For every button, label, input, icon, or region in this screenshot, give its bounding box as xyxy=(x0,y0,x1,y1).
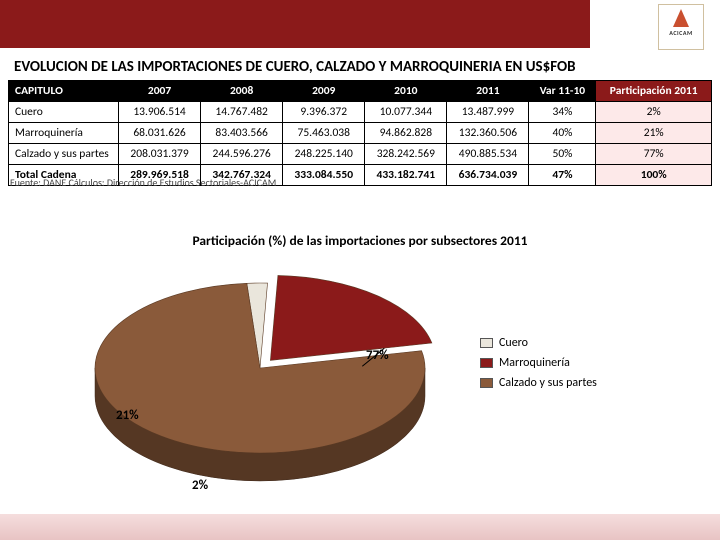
legend-label: Marroquinería xyxy=(499,356,570,370)
table-cell: Calzado y sus partes xyxy=(9,144,119,165)
table-row: Marroquinería68.031.62683.403.56675.463.… xyxy=(9,123,712,144)
table-row: Cuero13.906.51414.767.4829.396.37210.077… xyxy=(9,102,712,123)
chart-title: Participación (%) de las importaciones p… xyxy=(0,232,720,249)
data-label-21: 21% xyxy=(116,408,139,423)
table-cell: 636.734.039 xyxy=(447,165,529,186)
footer-bar xyxy=(0,514,720,540)
col-header: 2008 xyxy=(201,81,283,102)
table-cell: 433.182.741 xyxy=(365,165,447,186)
legend-swatch-icon xyxy=(480,378,493,388)
table-cell: 2% xyxy=(596,102,712,123)
col-header: 2009 xyxy=(283,81,365,102)
table-cell: 40% xyxy=(529,123,596,144)
table-cell: 77% xyxy=(596,144,712,165)
col-header: Participación 2011 xyxy=(596,81,712,102)
logo-text: ACICAM xyxy=(669,29,692,37)
legend-label: Calzado y sus partes xyxy=(499,376,597,390)
table-row: Calzado y sus partes208.031.379244.596.2… xyxy=(9,144,712,165)
col-header: 2011 xyxy=(447,81,529,102)
table-cell: Marroquinería xyxy=(9,123,119,144)
legend-swatch-icon xyxy=(480,338,493,348)
table-cell: 13.487.999 xyxy=(447,102,529,123)
table-cell: 333.084.550 xyxy=(283,165,365,186)
page-title: EVOLUCION DE LAS IMPORTACIONES DE CUERO,… xyxy=(14,58,576,76)
table-cell: 132.360.506 xyxy=(447,123,529,144)
logo-triangle-icon xyxy=(671,7,691,29)
col-header: CAPITULO xyxy=(9,81,119,102)
table-cell: 14.767.482 xyxy=(201,102,283,123)
col-header: Var 11-10 xyxy=(529,81,596,102)
legend: Cuero Marroquinería Calzado y sus partes xyxy=(480,330,597,396)
table-cell: 47% xyxy=(529,165,596,186)
table-cell: 50% xyxy=(529,144,596,165)
source-note: Fuente: DANE Cálculos: Dirección de Estu… xyxy=(10,176,276,189)
table-cell: 83.403.566 xyxy=(201,123,283,144)
table-cell: 248.225.140 xyxy=(283,144,365,165)
table-cell: 490.885.534 xyxy=(447,144,529,165)
col-header: 2007 xyxy=(119,81,201,102)
table-cell: 100% xyxy=(596,165,712,186)
table-cell: 13.906.514 xyxy=(119,102,201,123)
table-cell: Cuero xyxy=(9,102,119,123)
legend-label: Cuero xyxy=(499,336,528,350)
data-label-77: 77% xyxy=(366,348,389,363)
table-cell: 10.077.344 xyxy=(365,102,447,123)
data-label-2: 2% xyxy=(192,478,208,493)
legend-item-cuero: Cuero xyxy=(480,336,597,350)
table-cell: 68.031.626 xyxy=(119,123,201,144)
table-cell: 9.396.372 xyxy=(283,102,365,123)
legend-item-calzado: Calzado y sus partes xyxy=(480,376,597,390)
table-cell: 21% xyxy=(596,123,712,144)
header-bar xyxy=(0,0,590,48)
table-cell: 244.596.276 xyxy=(201,144,283,165)
table-cell: 34% xyxy=(529,102,596,123)
table-cell: 75.463.038 xyxy=(283,123,365,144)
legend-item-marroquineria: Marroquinería xyxy=(480,356,597,370)
col-header: 2010 xyxy=(365,81,447,102)
imports-table: CAPITULO20072008200920102011Var 11-10Par… xyxy=(8,80,712,186)
table-cell: 94.862.828 xyxy=(365,123,447,144)
acicam-logo: ACICAM xyxy=(658,4,704,50)
table-cell: 208.031.379 xyxy=(119,144,201,165)
legend-swatch-icon xyxy=(480,358,493,368)
table-cell: 328.242.569 xyxy=(365,144,447,165)
pie-chart: 77% 21% 2% xyxy=(80,260,440,510)
